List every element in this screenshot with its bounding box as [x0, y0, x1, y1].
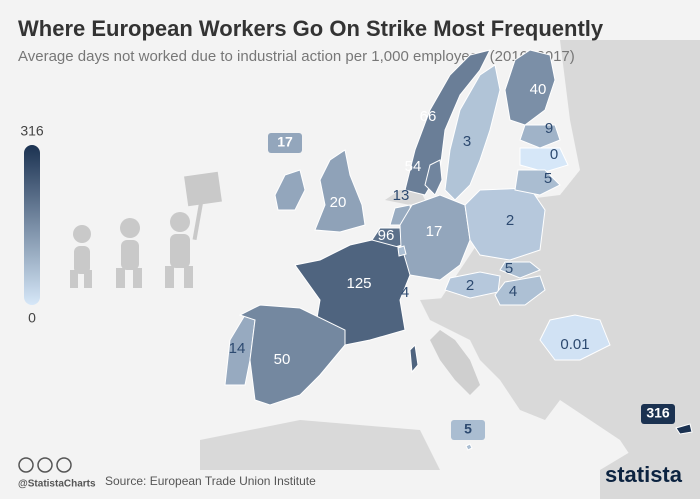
value-label: 50 — [274, 351, 291, 368]
country — [465, 443, 473, 451]
value-label: 4 — [509, 283, 517, 300]
value-label: 0 — [550, 146, 558, 163]
country — [444, 271, 501, 299]
country — [314, 149, 366, 233]
value-label: 2 — [506, 212, 514, 229]
land — [430, 330, 480, 395]
country — [514, 169, 561, 196]
footer-icons — [18, 457, 72, 473]
brand-logo: statista — [605, 462, 683, 487]
label-box — [268, 133, 302, 153]
legend-tick-label: 0 — [28, 310, 36, 326]
title: Where European Workers Go On Strike Most… — [18, 16, 604, 41]
value-label: 14 — [229, 340, 246, 357]
country — [274, 169, 306, 211]
value-label: 40 — [530, 81, 547, 98]
country — [675, 423, 693, 435]
land — [385, 190, 425, 205]
country — [464, 187, 546, 261]
value-label: 0.01 — [560, 336, 589, 353]
value-label: 17 — [426, 223, 443, 240]
value-label: 3 — [463, 133, 471, 150]
country — [504, 49, 556, 126]
country — [294, 239, 411, 346]
country — [424, 159, 443, 196]
value-label: 17 — [277, 134, 293, 150]
country — [539, 314, 611, 361]
value-label: 2 — [466, 277, 474, 294]
land — [440, 40, 700, 499]
subtitle: Average days not worked due to industria… — [18, 48, 575, 65]
handle: @StatistaCharts — [18, 479, 96, 490]
value-label: 9 — [545, 120, 553, 137]
country — [519, 124, 561, 149]
value-label: 5 — [505, 260, 513, 277]
legend-bar — [24, 145, 40, 305]
value-label: 54 — [405, 158, 422, 175]
value-label: 5 — [544, 170, 552, 187]
source: Source: European Trade Union Institute — [105, 474, 316, 488]
value-label: 96 — [378, 227, 395, 244]
value-label: 13 — [393, 187, 410, 204]
value-label: 316 — [646, 405, 670, 421]
country — [444, 64, 501, 201]
label-box — [641, 404, 675, 424]
value-label: 4 — [401, 284, 409, 301]
land — [200, 420, 440, 470]
walking-icons — [70, 171, 222, 288]
country — [499, 261, 541, 279]
value-label: 125 — [346, 275, 371, 292]
value-label: 5 — [464, 421, 472, 437]
country — [494, 275, 546, 306]
value-label: 20 — [330, 194, 347, 211]
legend-tick-label: 316 — [20, 123, 44, 139]
country — [397, 245, 407, 257]
land — [600, 440, 700, 499]
country — [409, 343, 419, 374]
value-label: 66 — [420, 108, 437, 125]
country — [238, 304, 346, 406]
land — [420, 298, 560, 420]
label-box — [451, 420, 485, 440]
